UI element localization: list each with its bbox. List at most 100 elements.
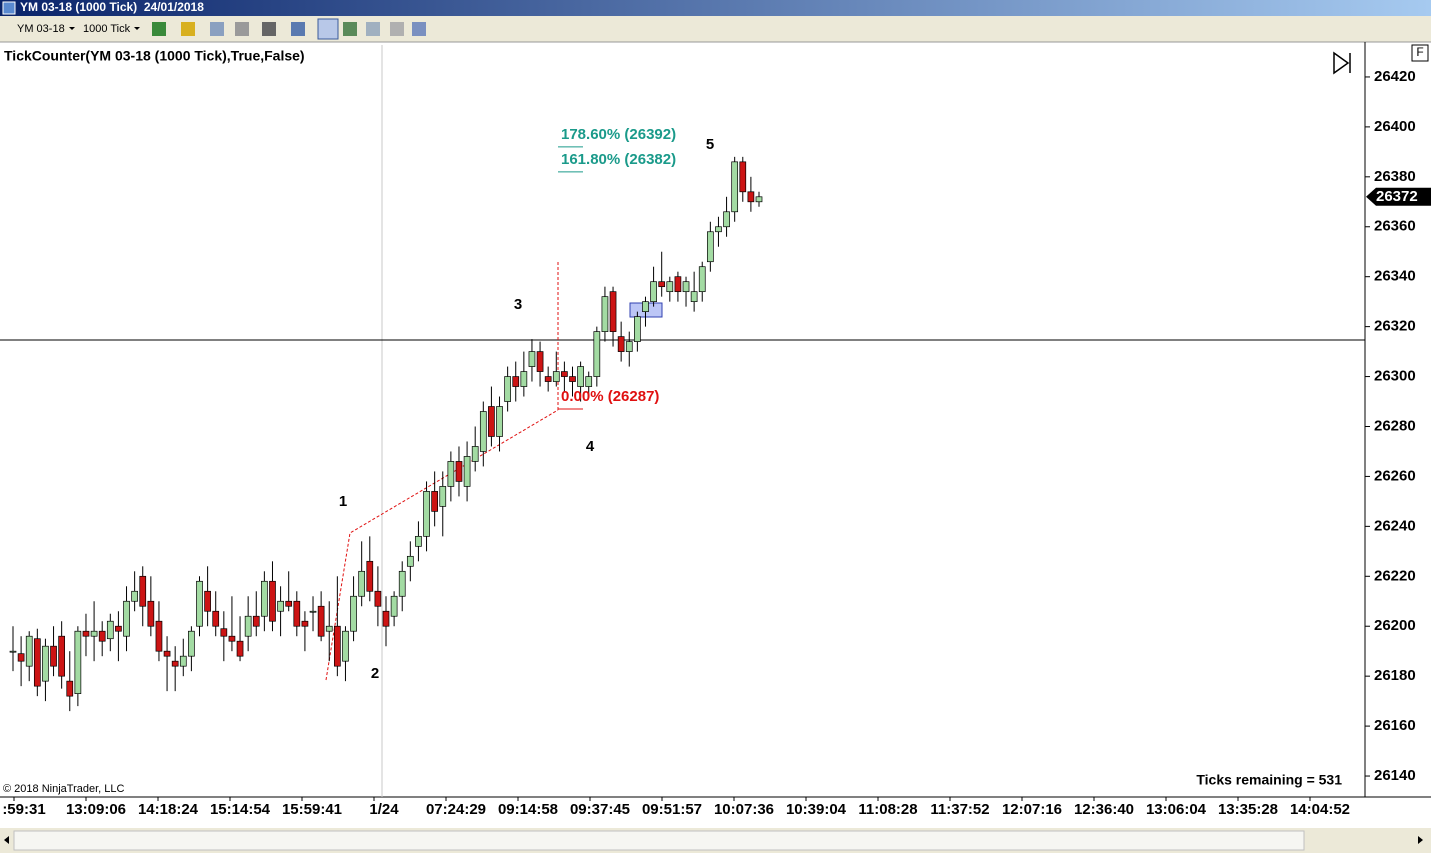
candle-body xyxy=(504,376,511,402)
candle-body xyxy=(228,635,236,642)
fib-extension-path xyxy=(325,262,559,681)
candle-body xyxy=(163,650,171,657)
candle-body xyxy=(261,580,268,617)
candle-body xyxy=(301,620,309,627)
x-tick-label: :59:31 xyxy=(2,801,45,818)
ticks-remaining: Ticks remaining = 531 xyxy=(1196,772,1342,788)
y-tick-label: 26260 xyxy=(1374,467,1416,484)
candle-body xyxy=(479,411,487,452)
x-tick-label: 11:08:28 xyxy=(858,801,917,818)
copyright: © 2018 NinjaTrader, LLC xyxy=(3,783,124,795)
wave-label: 1 xyxy=(339,493,347,510)
candle-body xyxy=(374,590,382,607)
x-tick-label: 09:37:45 xyxy=(570,801,630,818)
instrument-selector[interactable]: YM 03-18 xyxy=(17,23,65,35)
y-tick-label: 26420 xyxy=(1374,68,1416,85)
dropdown-arrow xyxy=(134,27,140,30)
candle-body xyxy=(593,331,601,377)
candle-body xyxy=(139,575,147,607)
period-selector[interactable]: 1000 Tick xyxy=(83,23,131,35)
candle-body xyxy=(747,191,755,203)
candle-body xyxy=(309,610,317,613)
y-tick-label: 26240 xyxy=(1374,517,1416,534)
panel-button[interactable] xyxy=(1411,44,1429,62)
candle-body xyxy=(471,446,479,462)
candle-body xyxy=(325,625,333,632)
candle-body xyxy=(577,366,584,387)
candle-body xyxy=(74,630,82,694)
candle-body xyxy=(244,615,252,637)
candle-body xyxy=(723,211,730,228)
y-tick-label: 26160 xyxy=(1374,717,1416,734)
candle-body xyxy=(236,640,244,657)
candle-body xyxy=(455,461,463,482)
x-tick-label: 14:04:52 xyxy=(1290,801,1350,818)
candle-body xyxy=(706,231,714,263)
candle-body xyxy=(285,600,293,607)
candle-body xyxy=(625,341,633,352)
scroll-end-button[interactable] xyxy=(1333,51,1351,75)
candle-body xyxy=(561,371,568,377)
candle-body xyxy=(366,560,374,592)
wave-label: 3 xyxy=(514,296,522,313)
y-tick-label: 26360 xyxy=(1374,218,1416,235)
x-tick-label: 1/24 xyxy=(369,801,399,818)
y-tick-label: 26320 xyxy=(1374,318,1416,335)
x-tick-label: 09:51:57 xyxy=(642,801,702,818)
dropdown-arrow xyxy=(69,27,75,30)
candle-body xyxy=(317,605,325,637)
candle-body xyxy=(488,406,495,437)
candle-body xyxy=(698,266,706,293)
candle-body xyxy=(682,281,690,293)
x-tick-label: 13:09:06 xyxy=(66,801,126,818)
y-tick-label: 26180 xyxy=(1374,667,1416,684)
candle-body xyxy=(536,351,544,372)
candle-body xyxy=(196,580,203,627)
toolbar-icons[interactable] xyxy=(152,18,426,40)
scroll-thumb[interactable] xyxy=(13,830,1305,851)
candle-body xyxy=(293,600,301,627)
x-tick-label: 13:06:04 xyxy=(1146,801,1207,818)
candle-body xyxy=(220,628,228,637)
candle-body xyxy=(496,406,503,437)
candle-body xyxy=(520,371,528,387)
candle-body xyxy=(447,461,455,487)
candle-body xyxy=(569,376,576,382)
candle-body xyxy=(755,196,763,203)
candle-body xyxy=(674,276,682,293)
candle-body xyxy=(50,645,57,667)
candle-body xyxy=(463,456,471,487)
candle-body xyxy=(358,570,366,597)
candle-body xyxy=(106,620,114,640)
window-title: YM 03-18 (1000 Tick) 24/01/2018 xyxy=(20,0,204,14)
candle-body xyxy=(617,336,625,352)
candle-body xyxy=(33,638,41,687)
candle-body xyxy=(42,645,49,682)
candle-body xyxy=(155,620,163,652)
candle-body xyxy=(415,535,422,547)
candle-body xyxy=(333,625,341,667)
candle-body xyxy=(666,281,674,293)
candle-body xyxy=(544,376,552,382)
candle-body xyxy=(188,630,195,657)
candle-body xyxy=(277,600,284,612)
candle-body xyxy=(642,301,649,312)
y-tick-label: 26200 xyxy=(1374,617,1416,634)
candle-body xyxy=(431,491,439,512)
fib-label: 0.00% (26287) xyxy=(561,388,659,405)
last-price-label: 26372 xyxy=(1376,188,1418,205)
candle-body xyxy=(98,630,106,642)
candle-body xyxy=(131,590,138,602)
wave-label: 2 xyxy=(371,665,379,682)
candle-body xyxy=(398,570,406,597)
candle-body xyxy=(382,610,390,627)
x-tick-label: 09:14:58 xyxy=(498,801,558,818)
x-tick-label: 10:39:04 xyxy=(786,801,847,818)
candle-body xyxy=(715,226,722,233)
x-tick-label: 14:18:24 xyxy=(138,801,199,818)
fib-label: 178.60% (26392) xyxy=(561,126,676,143)
fib-label: 161.80% (26382) xyxy=(561,151,676,168)
x-tick-label: 07:24:29 xyxy=(426,801,486,818)
x-tick-label: 10:07:36 xyxy=(714,801,774,818)
